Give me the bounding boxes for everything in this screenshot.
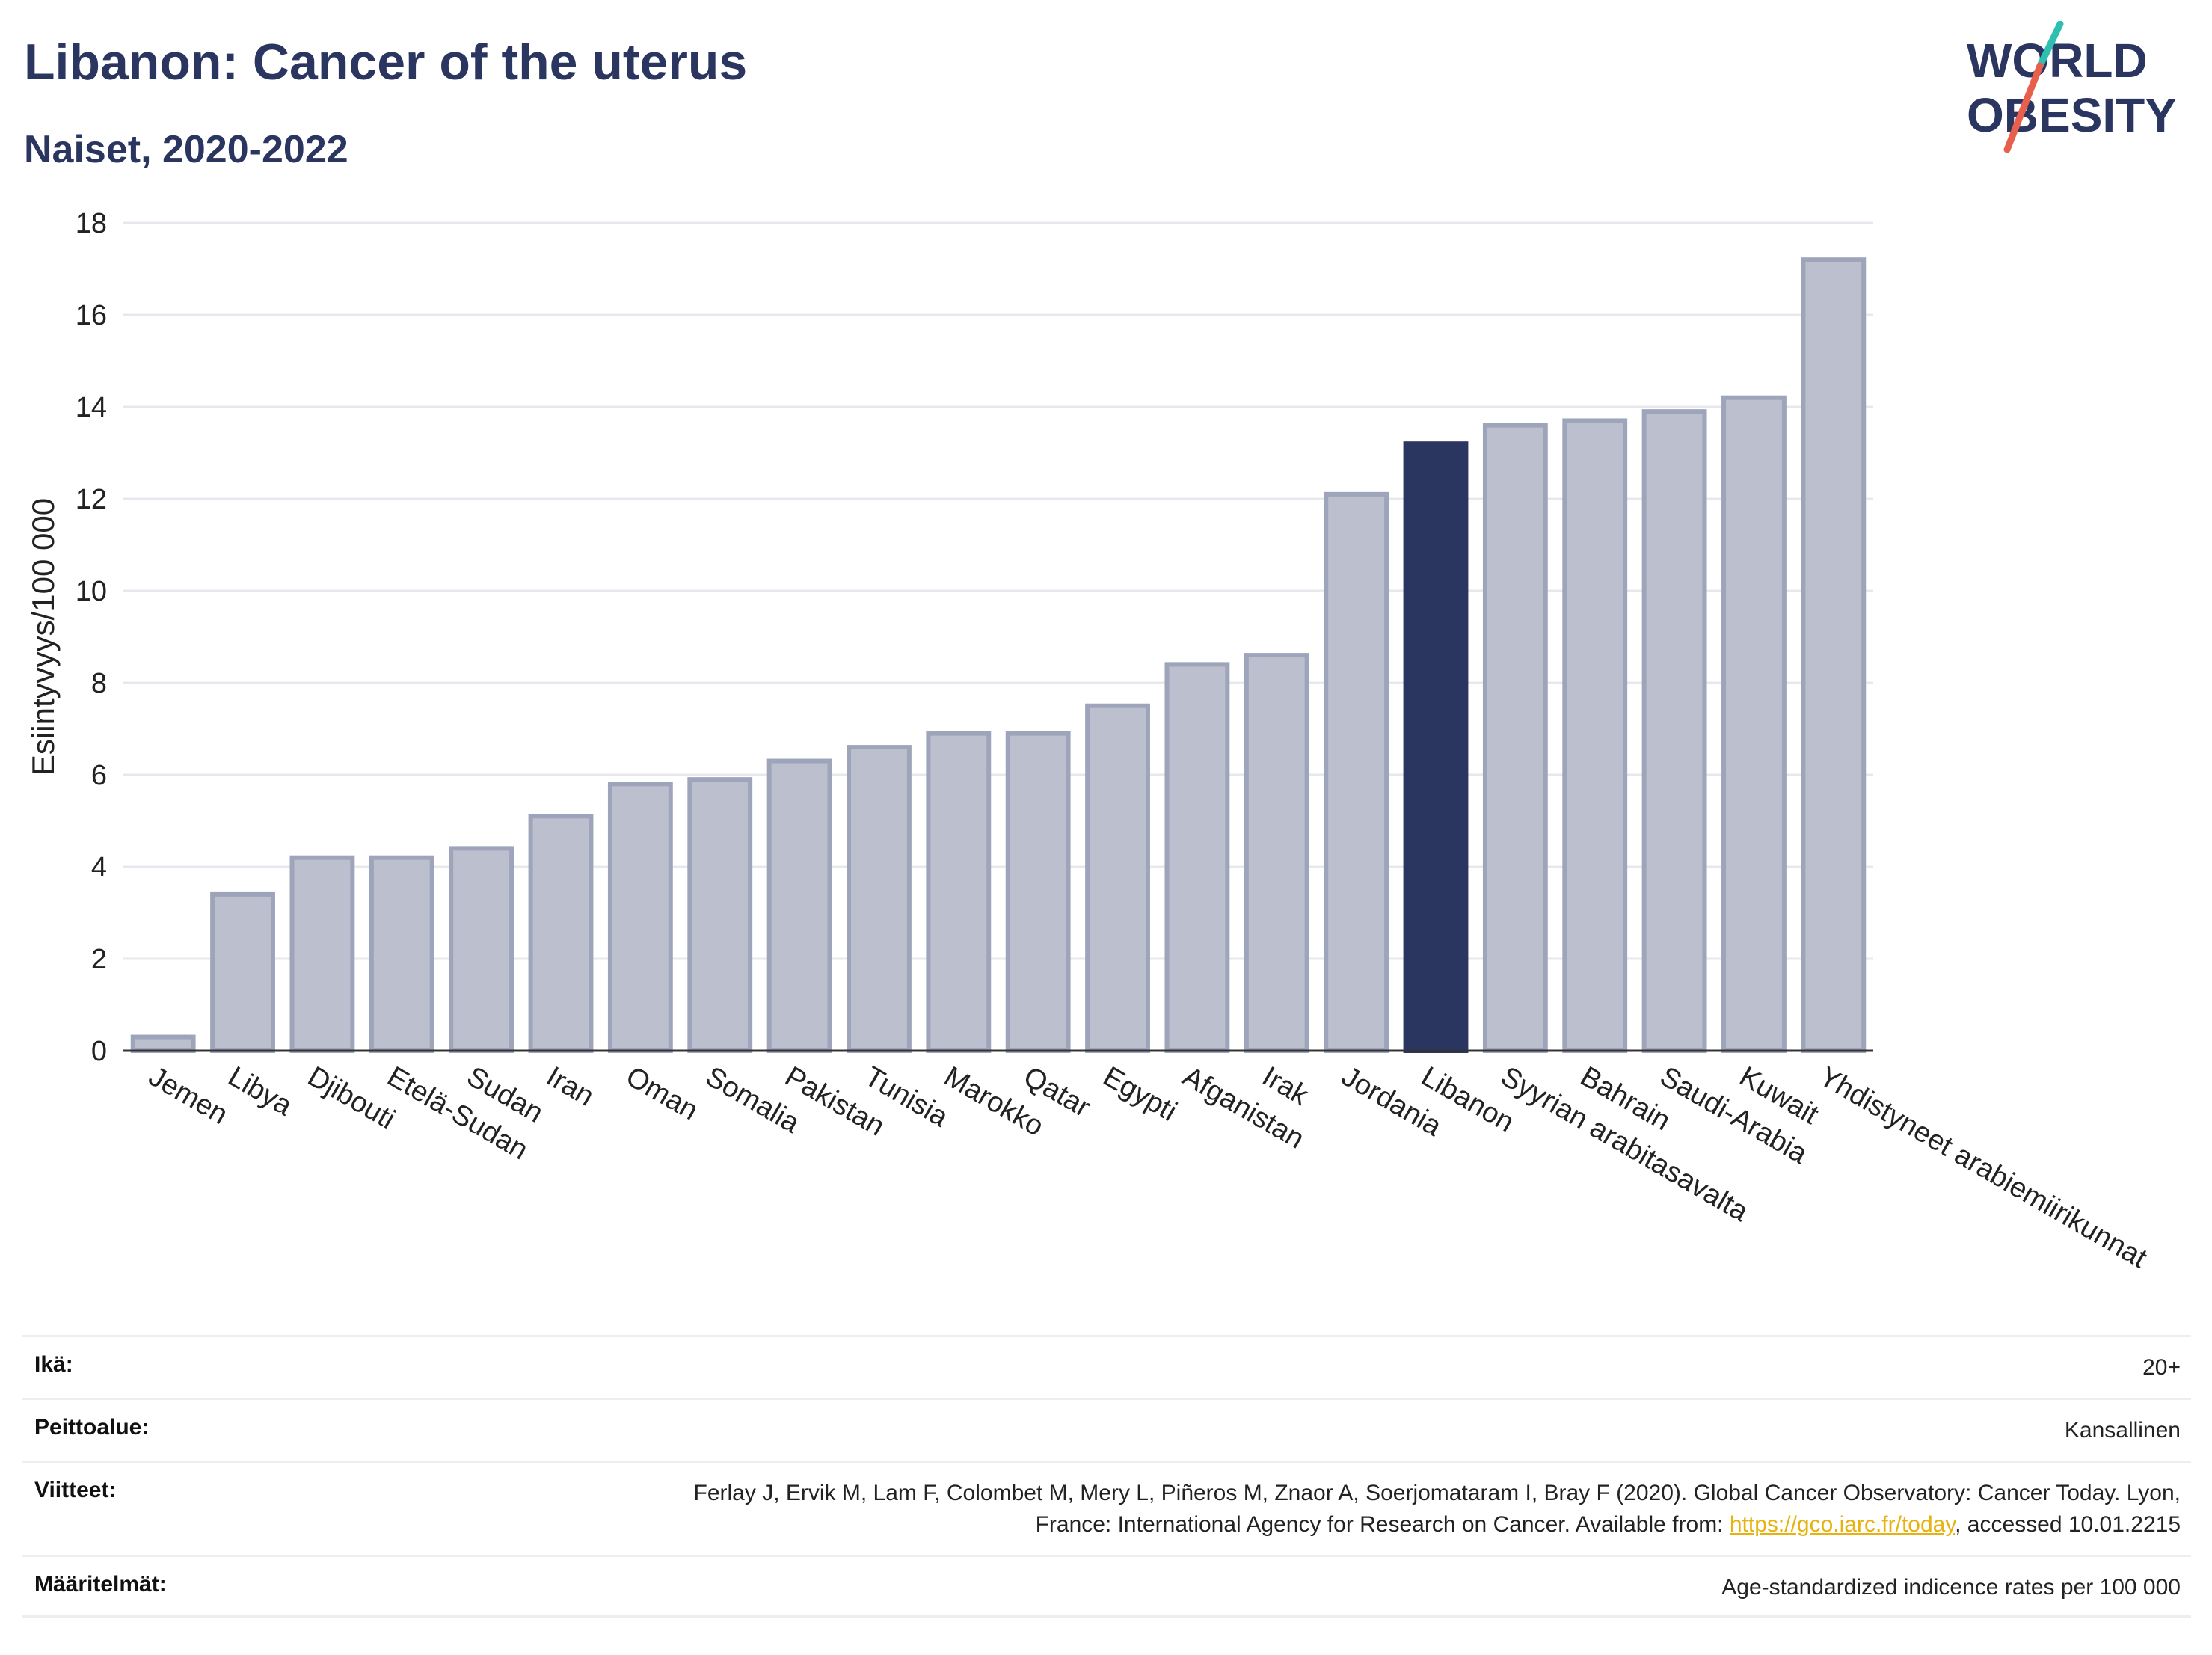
x-tick-label: Oman xyxy=(621,1060,704,1126)
bar xyxy=(1801,257,1867,1054)
reference-link[interactable]: https://gco.iarc.fr/today xyxy=(1729,1512,1956,1537)
meta-value-definitions: Age-standardized indicence rates per 100… xyxy=(1721,1575,2181,1600)
y-axis-label: Esiintyvyys/100 000 xyxy=(25,498,61,776)
bar-chart: 0 2 4 6 8 10 12 14 16 18 Esiintyvyys/100 000 JemenL… xyxy=(25,208,2152,1274)
y-tick-label: 0 xyxy=(91,1036,107,1067)
x-tick-label: Jemen xyxy=(144,1060,233,1130)
y-tick-label: 14 xyxy=(76,392,107,423)
y-tick-label: 16 xyxy=(76,300,107,331)
bar xyxy=(210,891,275,1054)
y-tick-label: 2 xyxy=(91,944,107,975)
meta-value-age: 20+ xyxy=(2142,1355,2181,1380)
bar xyxy=(289,855,355,1053)
meta-label-coverage: Peittoalue: xyxy=(34,1415,150,1440)
bar xyxy=(1085,703,1150,1053)
bar xyxy=(1164,662,1230,1053)
meta-row-coverage: Peittoalue: Kansallinen xyxy=(22,1398,2191,1461)
bar xyxy=(1324,491,1389,1053)
bar xyxy=(607,782,673,1054)
bar xyxy=(1403,441,1469,1053)
bar xyxy=(687,777,753,1054)
reference-text: Ferlay J, Ervik M, Lam F, Colombet M, Me… xyxy=(693,1481,2181,1537)
x-tick-label: Iran xyxy=(541,1060,600,1112)
bar xyxy=(1721,395,1787,1053)
bar xyxy=(1482,423,1548,1053)
reference-accessed: , accessed 10.01.2215 xyxy=(1955,1512,2181,1537)
y-tick-label: 6 xyxy=(91,760,107,791)
bar xyxy=(130,1034,196,1054)
y-tick-label: 4 xyxy=(91,852,107,883)
meta-row-age: Ikä: 20+ xyxy=(22,1335,2191,1398)
logo-line2: OBESITY xyxy=(1967,88,2177,142)
x-tick-label: Yhdistyneet arabiemiirikunnat xyxy=(1813,1060,2152,1274)
x-tick-label: Djibouti xyxy=(302,1060,400,1135)
meta-label-definitions: Määritelmät: xyxy=(34,1572,167,1597)
chart-title: Libanon: Cancer of the uterus xyxy=(24,34,748,90)
y-tick-label: 12 xyxy=(76,484,107,515)
x-tick-label: Egypti xyxy=(1098,1060,1182,1127)
meta-label-references: Viitteet: xyxy=(34,1478,117,1502)
meta-row-definitions: Määritelmät: Age-standardized indicence … xyxy=(22,1555,2191,1618)
metadata-table: Ikä: 20+ Peittoalue: Kansallinen Viittee… xyxy=(22,1335,2191,1618)
bar xyxy=(1005,731,1071,1054)
bar xyxy=(449,846,514,1054)
meta-row-references: Viitteet: Ferlay J, Ervik M, Lam F, Colo… xyxy=(22,1461,2191,1555)
y-tick-label: 18 xyxy=(76,208,107,239)
y-tick-label: 10 xyxy=(76,576,107,607)
bar xyxy=(766,758,832,1053)
meta-value-coverage: Kansallinen xyxy=(2064,1418,2181,1443)
logo-line1: WORLD xyxy=(1967,34,2148,87)
meta-label-age: Ikä: xyxy=(34,1352,73,1377)
x-tick-label: Libya xyxy=(223,1060,298,1122)
y-tick-label: 8 xyxy=(91,668,107,699)
world-obesity-logo: WORLD OBESITY xyxy=(1967,21,2177,153)
bar xyxy=(1562,418,1628,1053)
bar xyxy=(1641,409,1707,1053)
bar xyxy=(1244,653,1309,1053)
meta-value-references: Ferlay J, Ervik M, Lam F, Colombet M, Me… xyxy=(640,1478,2191,1541)
bar xyxy=(847,745,912,1053)
bar xyxy=(528,814,594,1053)
chart-subtitle: Naiset, 2020-2022 xyxy=(24,128,348,171)
bar xyxy=(926,731,992,1054)
bar xyxy=(369,855,434,1053)
